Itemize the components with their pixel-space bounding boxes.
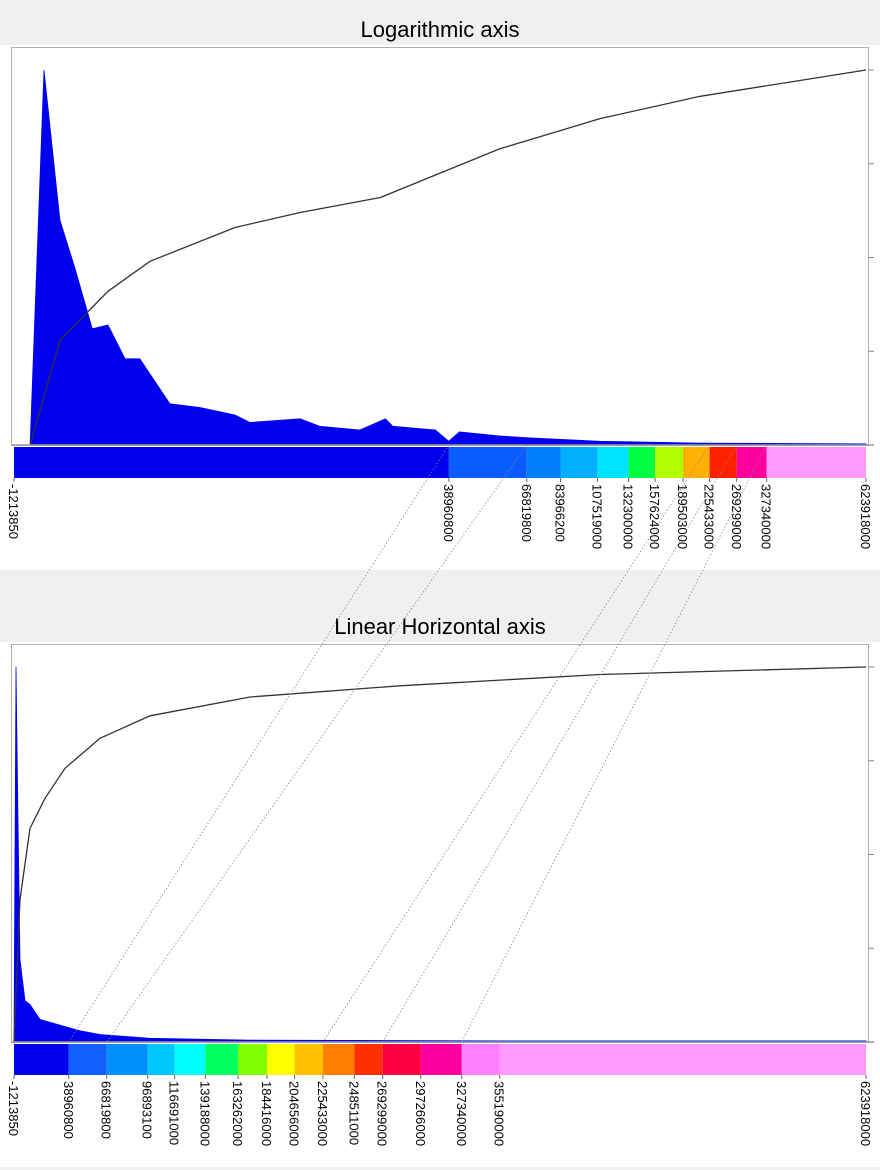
x-tick-label: 163262000 xyxy=(230,1081,245,1146)
colorbar-segment xyxy=(14,1044,69,1075)
colorbar-segment xyxy=(322,1044,355,1075)
colorbar-segment xyxy=(736,447,767,478)
colorbar-segment xyxy=(560,447,598,478)
colorbar-segment xyxy=(448,447,527,478)
x-tick-label: 107519000 xyxy=(589,484,604,549)
x-tick-label: 225433000 xyxy=(702,484,717,549)
connector xyxy=(106,444,528,1043)
x-tick-label: 623918000 xyxy=(858,1081,873,1146)
cumulative-line xyxy=(29,69,867,446)
x-tick-label: 327340000 xyxy=(759,484,774,549)
x-tick-label: 269299000 xyxy=(375,1081,390,1146)
colorbar-segment xyxy=(238,1044,267,1075)
colorbar-segment xyxy=(382,1044,421,1075)
x-tick-label: 139188000 xyxy=(197,1081,212,1146)
x-tick-label: -1213850 xyxy=(6,484,21,539)
cumulative-line xyxy=(13,666,867,1043)
plot-frame xyxy=(11,644,869,1043)
colorbar-segment xyxy=(499,1044,866,1075)
x-tick-label: 225433000 xyxy=(315,1081,330,1146)
x-tick-label: 116691000 xyxy=(167,1081,182,1145)
x-tick-label: 184416000 xyxy=(259,1081,274,1146)
x-tick-label: 204656000 xyxy=(287,1081,302,1146)
colorbar-segment xyxy=(174,1044,206,1075)
histogram-area xyxy=(29,69,867,446)
x-tick-label: 327340000 xyxy=(454,1081,469,1146)
x-tick-label: 157624000 xyxy=(647,484,662,549)
x-tick-label: 66819800 xyxy=(99,1081,114,1139)
x-tick-label: 189503000 xyxy=(675,484,690,549)
colorbar-segment xyxy=(14,447,449,478)
colorbar-segment xyxy=(68,1044,107,1075)
colorbar-segment xyxy=(354,1044,383,1075)
x-tick-label: -1213850 xyxy=(6,1081,21,1136)
connector xyxy=(382,444,738,1043)
x-tick-label: 83966200 xyxy=(553,484,568,542)
colorbar-segment xyxy=(597,447,629,478)
x-tick-label: 38960800 xyxy=(441,484,456,542)
colorbar-segment xyxy=(420,1044,462,1075)
x-tick-label: 66819800 xyxy=(519,484,534,542)
x-tick-label: 38960800 xyxy=(61,1081,76,1139)
colorbar-segment xyxy=(294,1044,323,1075)
colorbar-segment xyxy=(655,447,684,478)
colorbar-segment xyxy=(205,1044,239,1075)
x-tick-label: 96893100 xyxy=(140,1081,155,1139)
chart-title: Linear Horizontal axis xyxy=(334,614,546,639)
colorbar-segment xyxy=(628,447,656,478)
connector xyxy=(322,444,710,1043)
colorbar-segment xyxy=(266,1044,295,1075)
x-tick-label: 355190000 xyxy=(492,1081,507,1146)
plot-frame xyxy=(11,47,869,446)
colorbar-segment xyxy=(526,447,561,478)
colorbar-segment xyxy=(147,1044,175,1075)
colorbar-segment xyxy=(461,1044,500,1075)
x-tick-label: 623918000 xyxy=(858,484,873,549)
histogram-area xyxy=(13,666,867,1043)
x-tick-label: 269299000 xyxy=(729,484,744,549)
x-tick-label: 248511000 xyxy=(346,1081,361,1145)
chart-title: Logarithmic axis xyxy=(361,17,520,42)
colorbar-segment xyxy=(766,447,866,478)
colorbar-segment xyxy=(106,1044,148,1075)
x-tick-label: 297266000 xyxy=(413,1081,428,1146)
x-tick-label: 132300000 xyxy=(621,484,636,549)
connector xyxy=(68,444,450,1043)
